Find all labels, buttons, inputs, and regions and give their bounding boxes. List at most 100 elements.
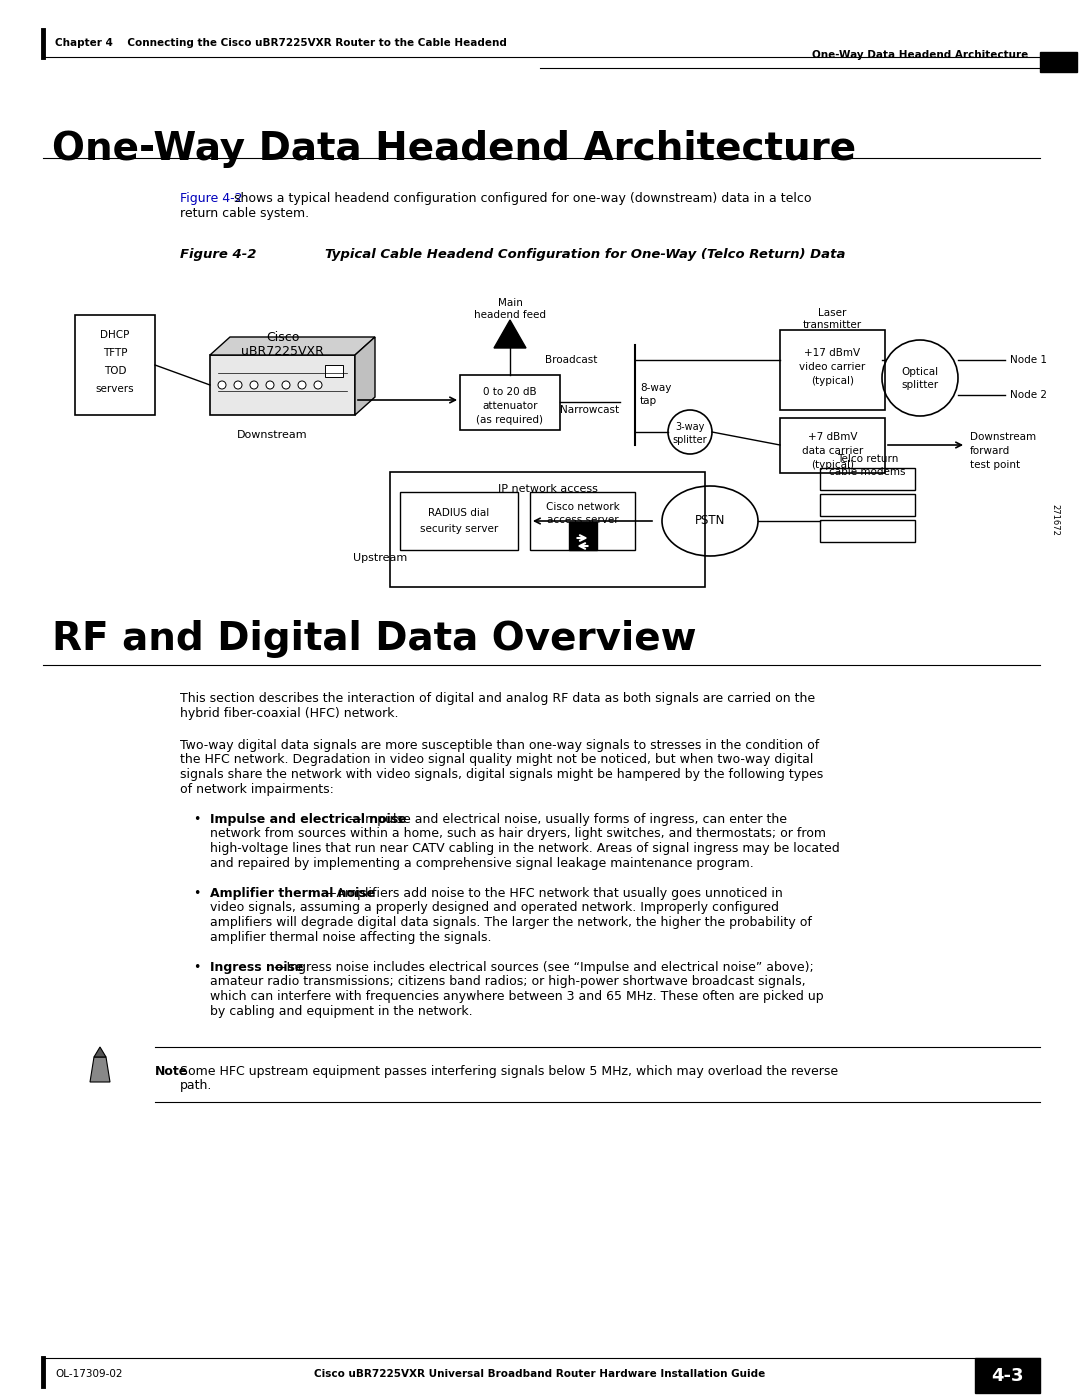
Bar: [780, 330, 885, 409]
Text: path.: path.: [180, 1080, 213, 1092]
Text: +7 dBmV: +7 dBmV: [808, 432, 858, 441]
Text: •: •: [193, 813, 201, 826]
Text: Impulse and electrical noise: Impulse and electrical noise: [210, 813, 407, 826]
Text: Cisco uBR7225VXR Universal Broadband Router Hardware Installation Guide: Cisco uBR7225VXR Universal Broadband Rou…: [314, 1369, 766, 1379]
Bar: [820, 520, 915, 542]
Text: —Ingress noise includes electrical sources (see “Impulse and electrical noise” a: —Ingress noise includes electrical sourc…: [274, 961, 814, 974]
Text: Figure 4-2: Figure 4-2: [180, 191, 243, 205]
Text: •: •: [193, 961, 201, 974]
Text: Downstream: Downstream: [970, 432, 1036, 441]
Text: attenuator: attenuator: [483, 401, 538, 411]
Text: Optical: Optical: [902, 367, 939, 377]
Text: Cisco: Cisco: [266, 331, 299, 344]
Bar: [820, 468, 915, 490]
Text: Telco return: Telco return: [837, 454, 899, 464]
Text: test point: test point: [970, 460, 1021, 469]
Text: tap: tap: [640, 395, 657, 407]
Text: Chapter 4    Connecting the Cisco uBR7225VXR Router to the Cable Headend: Chapter 4 Connecting the Cisco uBR7225VX…: [55, 38, 507, 47]
Text: RADIUS dial: RADIUS dial: [429, 509, 489, 518]
Text: uBR7225VXR: uBR7225VXR: [241, 345, 324, 358]
Text: (as required): (as required): [476, 415, 543, 425]
Text: hybrid fiber-coaxial (HFC) network.: hybrid fiber-coaxial (HFC) network.: [180, 707, 399, 719]
Text: servers: servers: [96, 384, 134, 394]
Text: OL-17309-02: OL-17309-02: [55, 1369, 122, 1379]
Circle shape: [266, 381, 274, 388]
Polygon shape: [210, 337, 375, 355]
Text: Node 2: Node 2: [1010, 390, 1047, 400]
Text: PSTN: PSTN: [694, 514, 725, 528]
Text: Note: Note: [156, 1065, 188, 1078]
Text: TOD: TOD: [104, 366, 126, 376]
Text: Node 1: Node 1: [1010, 355, 1047, 365]
Text: cable modems: cable modems: [829, 467, 906, 476]
Bar: [460, 374, 561, 430]
Circle shape: [234, 381, 242, 388]
Text: Broadcast: Broadcast: [545, 355, 597, 365]
Text: Upstream: Upstream: [353, 553, 407, 563]
Text: video carrier: video carrier: [799, 362, 866, 372]
Bar: [820, 495, 915, 515]
Text: amplifier thermal noise affecting the signals.: amplifier thermal noise affecting the si…: [210, 930, 491, 943]
Text: 271672: 271672: [1051, 504, 1059, 536]
Bar: [1040, 52, 1077, 73]
Circle shape: [298, 381, 306, 388]
Bar: [975, 1358, 1040, 1393]
Text: return cable system.: return cable system.: [180, 207, 309, 219]
Text: network from sources within a home, such as hair dryers, light switches, and the: network from sources within a home, such…: [210, 827, 826, 841]
Text: Downstream: Downstream: [238, 430, 308, 440]
Text: This section describes the interaction of digital and analog RF data as both sig: This section describes the interaction o…: [180, 692, 815, 705]
Text: Amplifier thermal noise: Amplifier thermal noise: [210, 887, 375, 900]
Text: (typical): (typical): [811, 460, 854, 469]
Text: and repaired by implementing a comprehensive signal leakage maintenance program.: and repaired by implementing a comprehen…: [210, 856, 754, 869]
Bar: [75, 314, 156, 415]
Text: 3-way: 3-way: [675, 422, 704, 432]
Text: of network impairments:: of network impairments:: [180, 782, 334, 795]
Text: TFTP: TFTP: [103, 348, 127, 358]
Text: amplifiers will degrade digital data signals. The larger the network, the higher: amplifiers will degrade digital data sig…: [210, 916, 812, 929]
Text: —Impulse and electrical noise, usually forms of ingress, can enter the: —Impulse and electrical noise, usually f…: [349, 813, 786, 826]
Bar: [390, 472, 705, 587]
Bar: [210, 355, 355, 415]
Text: —Amplifiers add noise to the HFC network that usually goes unnoticed in: —Amplifiers add noise to the HFC network…: [324, 887, 783, 900]
Text: •: •: [193, 887, 201, 900]
Text: Some HFC upstream equipment passes interfering signals below 5 MHz, which may ov: Some HFC upstream equipment passes inter…: [180, 1065, 838, 1078]
Bar: [400, 492, 518, 550]
Text: headend feed: headend feed: [474, 310, 546, 320]
Text: Figure 4-2: Figure 4-2: [180, 249, 257, 261]
Polygon shape: [90, 1058, 110, 1083]
Bar: [325, 365, 343, 377]
Text: signals share the network with video signals, digital signals might be hampered : signals share the network with video sig…: [180, 768, 823, 781]
Text: Typical Cable Headend Configuration for One-Way (Telco Return) Data: Typical Cable Headend Configuration for …: [325, 249, 846, 261]
Text: amateur radio transmissions; citizens band radios; or high-power shortwave broad: amateur radio transmissions; citizens ba…: [210, 975, 806, 989]
Circle shape: [282, 381, 291, 388]
Text: security server: security server: [420, 524, 498, 534]
Circle shape: [218, 381, 226, 388]
Text: 4-3: 4-3: [990, 1368, 1023, 1384]
Text: shows a typical headend configuration configured for one-way (downstream) data i: shows a typical headend configuration co…: [230, 191, 811, 205]
Text: Cisco network: Cisco network: [545, 502, 619, 511]
Text: Laser: Laser: [819, 307, 847, 319]
Text: splitter: splitter: [902, 380, 939, 390]
Polygon shape: [494, 320, 526, 348]
Bar: [530, 492, 635, 550]
Text: One-Way Data Headend Architecture: One-Way Data Headend Architecture: [812, 50, 1028, 60]
Text: high-voltage lines that run near CATV cabling in the network. Areas of signal in: high-voltage lines that run near CATV ca…: [210, 842, 840, 855]
Text: DHCP: DHCP: [100, 330, 130, 339]
Text: +17 dBmV: +17 dBmV: [805, 348, 861, 358]
Text: Ingress noise: Ingress noise: [210, 961, 303, 974]
Text: video signals, assuming a properly designed and operated network. Improperly con: video signals, assuming a properly desig…: [210, 901, 779, 915]
Polygon shape: [94, 1046, 106, 1058]
Bar: [568, 522, 596, 550]
Circle shape: [249, 381, 258, 388]
Text: 0 to 20 dB: 0 to 20 dB: [483, 387, 537, 397]
Text: which can interfere with frequencies anywhere between 3 and 65 MHz. These often : which can interfere with frequencies any…: [210, 990, 824, 1003]
Text: Two-way digital data signals are more susceptible than one-way signals to stress: Two-way digital data signals are more su…: [180, 739, 820, 752]
Text: Main: Main: [498, 298, 523, 307]
Text: IP network access: IP network access: [498, 483, 597, 495]
Polygon shape: [355, 337, 375, 415]
Text: forward: forward: [970, 446, 1010, 455]
Text: 8-way: 8-way: [640, 383, 672, 393]
Text: RF and Digital Data Overview: RF and Digital Data Overview: [52, 620, 697, 658]
Text: transmitter: transmitter: [802, 320, 862, 330]
Circle shape: [314, 381, 322, 388]
